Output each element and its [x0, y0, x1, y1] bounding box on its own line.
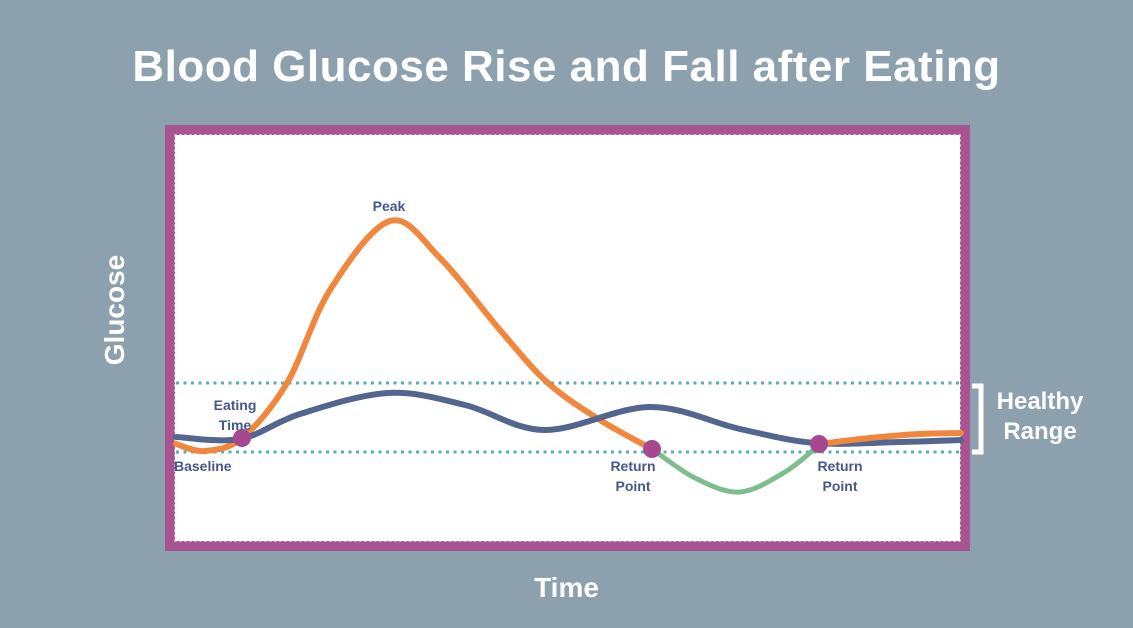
- return-point-2-annotation: Return Point: [817, 458, 863, 494]
- return-point-1-annotation: Return Point: [610, 458, 656, 494]
- x-axis-label: Time: [534, 572, 599, 603]
- eating-time-point-dot: [233, 429, 251, 447]
- chart-frame: [165, 125, 970, 551]
- healthy-range-label: Healthy Range: [996, 388, 1084, 445]
- peak-annotation: Peak: [372, 198, 406, 214]
- healthy-range-bracket: [972, 383, 984, 455]
- return-point-1-dot: [643, 440, 661, 458]
- dip-below-baseline-curve: [649, 442, 822, 495]
- post-meal-return-to-baseline-curve: [816, 430, 964, 447]
- baseline-annotation: Baseline: [174, 458, 232, 474]
- return-point-2-dot: [810, 435, 828, 453]
- y-axis-label: Glucose: [99, 254, 130, 366]
- eating-time-annotation: Eating Time: [213, 397, 257, 433]
- page-title: Blood Glucose Rise and Fall after Eating: [132, 42, 1001, 91]
